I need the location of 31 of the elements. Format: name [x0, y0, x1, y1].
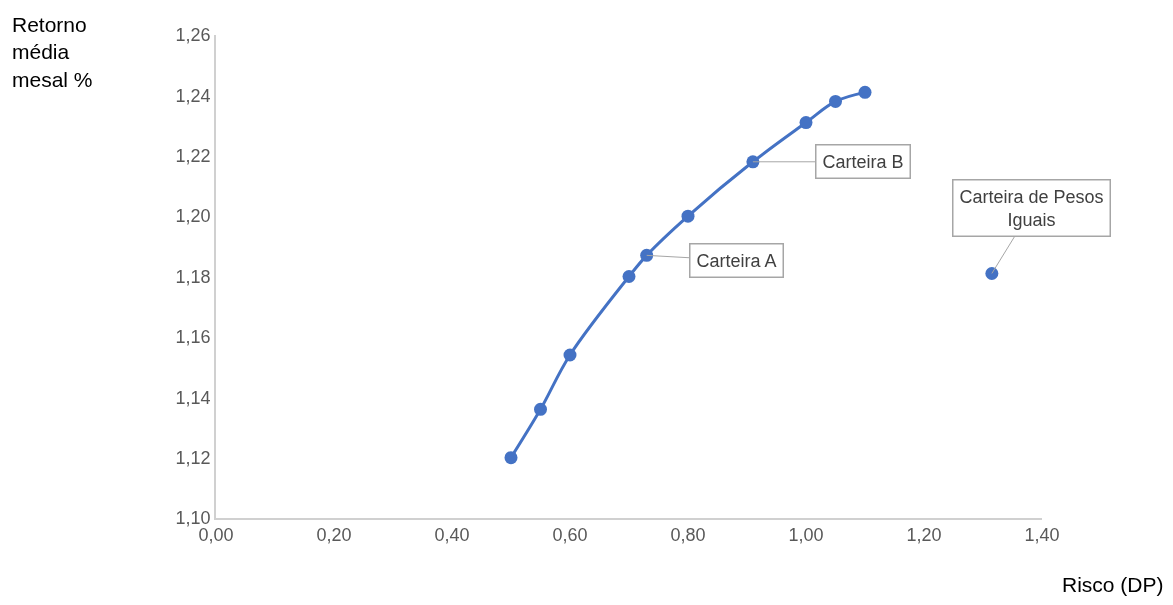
point [858, 85, 872, 99]
x-tick-label: 1,40 [1024, 525, 1060, 546]
annotation: Carteira B [822, 151, 904, 172]
point [746, 155, 760, 169]
point [563, 348, 577, 362]
y-tick-label: 1,14 [175, 387, 211, 408]
x-tick-label: 1,20 [906, 525, 942, 546]
point [504, 451, 518, 465]
x-tick-label: 1,00 [788, 525, 824, 546]
y-tick-label: 1,24 [175, 85, 211, 106]
x-tick-label: 0,80 [670, 525, 706, 546]
point [985, 266, 999, 280]
point [640, 248, 654, 262]
x-tick-label: 0,60 [552, 525, 588, 546]
point [622, 270, 636, 283]
point [829, 94, 842, 108]
annotation: Carteira A [696, 250, 777, 271]
x-axis-title: Risco (DP) [1062, 573, 1164, 596]
point [799, 116, 813, 130]
y-tick-label: 1,18 [175, 266, 211, 287]
y-tick-label: 1,12 [175, 447, 211, 468]
y-tick-label: 1,26 [175, 25, 211, 46]
y-tick-label: 1,20 [175, 206, 211, 227]
x-tick-label: 0,40 [434, 525, 470, 546]
y-tick-label: 1,22 [175, 146, 211, 167]
annotation: Carteira de Pesos Iguais [959, 186, 1104, 230]
y-tick-label: 1,16 [175, 327, 211, 348]
point [681, 209, 695, 223]
x-tick-label: 0,20 [316, 525, 352, 546]
y-axis-title: Retorno média mesal % [12, 13, 93, 91]
point [534, 402, 547, 416]
